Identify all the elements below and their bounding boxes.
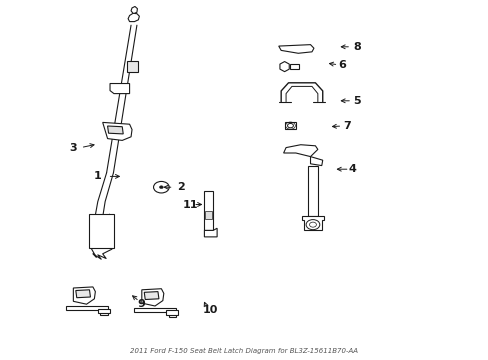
Polygon shape: [289, 64, 299, 69]
Polygon shape: [98, 309, 110, 313]
Polygon shape: [127, 61, 138, 72]
Polygon shape: [279, 62, 289, 72]
Polygon shape: [128, 13, 139, 22]
Polygon shape: [73, 287, 95, 304]
Circle shape: [309, 222, 316, 227]
Text: 11: 11: [183, 200, 198, 210]
Text: 2: 2: [177, 182, 184, 192]
Text: 5: 5: [352, 96, 360, 106]
Text: 3: 3: [69, 143, 77, 153]
Text: 1: 1: [94, 171, 102, 181]
Polygon shape: [307, 166, 317, 216]
Circle shape: [159, 186, 163, 189]
Polygon shape: [66, 306, 107, 315]
Text: 4: 4: [347, 164, 355, 174]
Polygon shape: [142, 289, 163, 306]
Text: 2011 Ford F-150 Seat Belt Latch Diagram for BL3Z-15611B70-AA: 2011 Ford F-150 Seat Belt Latch Diagram …: [130, 348, 358, 354]
Polygon shape: [278, 45, 313, 53]
Polygon shape: [204, 191, 213, 230]
Polygon shape: [166, 310, 178, 315]
Polygon shape: [76, 290, 90, 298]
Circle shape: [153, 181, 169, 193]
Text: 8: 8: [352, 42, 360, 52]
Text: 10: 10: [202, 305, 218, 315]
Polygon shape: [144, 292, 159, 300]
Polygon shape: [107, 126, 123, 134]
Polygon shape: [283, 145, 317, 157]
Polygon shape: [285, 122, 295, 129]
Circle shape: [305, 220, 319, 230]
Bar: [205, 211, 212, 219]
Text: 7: 7: [343, 121, 350, 131]
Polygon shape: [89, 214, 114, 248]
Polygon shape: [102, 122, 132, 140]
Polygon shape: [302, 216, 323, 230]
Text: 9: 9: [138, 299, 145, 309]
Polygon shape: [131, 6, 137, 13]
Polygon shape: [134, 308, 176, 317]
Polygon shape: [204, 228, 217, 237]
Polygon shape: [310, 157, 322, 166]
Polygon shape: [110, 84, 129, 94]
Circle shape: [287, 123, 293, 128]
Text: 6: 6: [338, 60, 346, 70]
